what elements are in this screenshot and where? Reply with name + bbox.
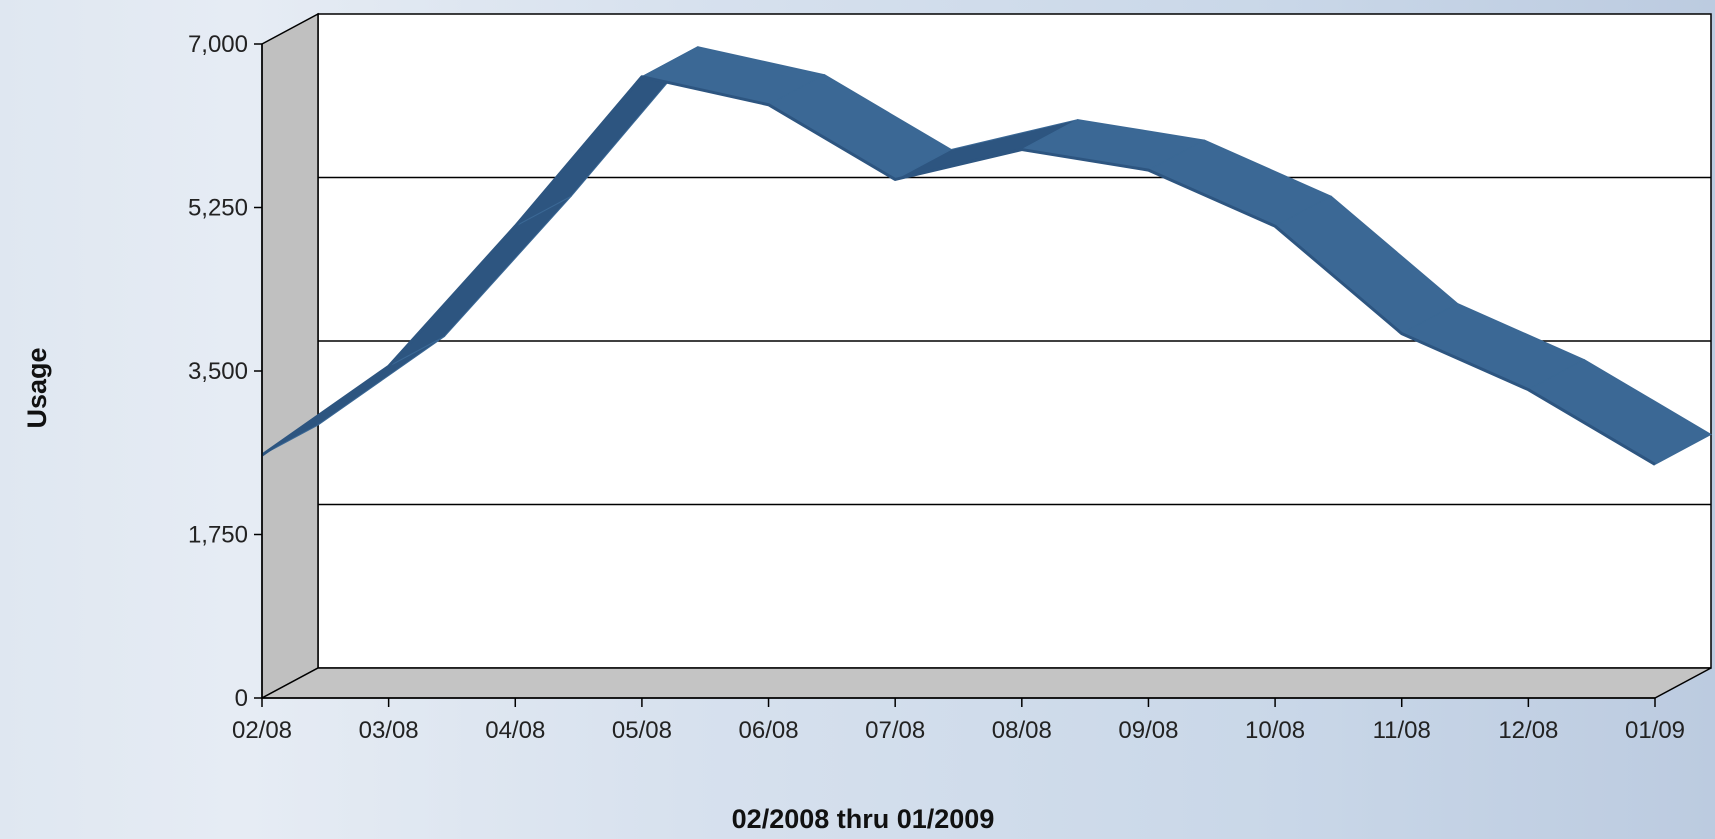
series-line [261, 75, 1656, 466]
x-tick-label: 10/08 [1245, 717, 1305, 744]
y-axis-title: Usage [22, 347, 52, 428]
x-tick-label: 11/08 [1373, 717, 1431, 744]
y-tick-label: 0 [235, 685, 248, 712]
x-tick-label: 06/08 [739, 717, 799, 744]
y-tick-label: 1,750 [188, 522, 248, 549]
x-tick-label: 01/09 [1625, 717, 1685, 744]
x-axis-title: 02/2008 thru 01/2009 [732, 804, 995, 834]
y-tick-label: 5,250 [188, 195, 248, 222]
y-tick-label: 7,000 [188, 31, 248, 58]
y-axis: 0 1,750 3,500 5,250 7,000 [188, 31, 263, 712]
x-tick-label: 02/08 [232, 717, 292, 744]
x-tick-label: 08/08 [992, 717, 1052, 744]
floor [261, 667, 1712, 699]
x-tick-label: 05/08 [612, 717, 672, 744]
series-ribbon [261, 46, 1712, 466]
x-tick-label: 07/08 [865, 717, 925, 744]
x-tick-label: 03/08 [359, 717, 419, 744]
x-tick-label: 04/08 [485, 717, 545, 744]
x-tick-label: 09/08 [1118, 717, 1178, 744]
y-tick-label: 3,500 [188, 358, 248, 385]
x-axis: 02/08 03/08 04/08 05/08 06/08 07/08 08/08 09/08… [232, 697, 1685, 744]
x-tick-label: 12/08 [1498, 717, 1558, 744]
left-wall [261, 12, 319, 700]
